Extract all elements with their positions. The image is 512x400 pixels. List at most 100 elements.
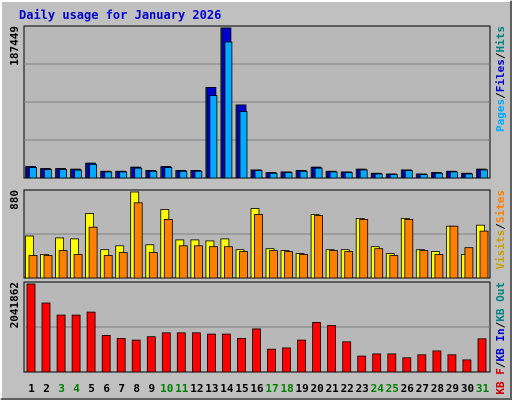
x-tick-label-day-7: 7 [118,382,125,395]
bar-requests-pages-day-28 [434,172,443,179]
bar-requests-pages-day-21 [329,171,338,179]
bar-visits-sites-day-17 [269,250,278,279]
x-tick-label-day-13: 13 [205,382,218,395]
legend-entry: / [494,52,507,59]
legend-traffic: KB F/KB In/KB Out [494,282,507,395]
bar-visits-sites-day-5 [88,226,98,279]
x-tick-label-day-8: 8 [133,382,140,395]
bar-visits-sites-day-24 [374,248,384,279]
legend-entry: Files [494,59,507,92]
bar-requests-pages-day-11 [179,170,188,179]
bar-visits-sites-day-29 [449,225,459,279]
bar-traffic-kb-f-day-3 [56,314,66,373]
chart-title: Daily usage for January 2026 [19,8,221,22]
x-tick-label-day-31: 31 [476,382,490,395]
x-tick-label-day-12: 12 [190,382,203,395]
legend-entry: Visits [494,230,507,270]
bar-requests-pages-day-10 [164,167,173,179]
bar-visits-sites-day-18 [284,251,293,279]
bar-traffic-kb-f-day-17 [267,348,276,373]
x-tick-label-day-17: 17 [265,382,278,395]
bar-visits-sites-day-21 [329,250,339,279]
bar-visits-sites-day-12 [193,245,203,279]
bar-visits-sites-day-11 [178,245,188,279]
bar-visits-sites-day-27 [419,250,429,279]
bar-traffic-kb-f-day-20 [312,321,322,373]
bar-traffic-kb-f-day-2 [41,302,51,373]
x-tick-label-day-4: 4 [73,382,80,395]
bar-requests-pages-day-23 [359,169,368,179]
y-tick-label-traffic: 2041862 [8,282,21,328]
bar-requests-pages-day-2 [44,169,52,179]
x-tick-label-day-15: 15 [235,382,248,395]
bar-traffic-kb-f-day-11 [176,332,186,373]
bar-requests-pages-day-4 [74,169,82,179]
bar-requests-pages-day-25 [389,174,398,179]
bar-traffic-kb-f-day-26 [402,357,412,373]
x-tick-label-day-3: 3 [58,382,65,395]
legend-entry: KB In [494,328,507,361]
legend-visits: Visits/Sites [494,190,507,270]
bar-visits-sites-day-19 [299,254,309,279]
bar-requests-pages-day-22 [344,172,353,179]
bar-requests-pages-day-26 [404,170,413,179]
bar-traffic-kb-f-day-10 [161,332,171,373]
bar-requests-pages-day-16 [254,170,263,179]
legend-entry: / [494,321,507,328]
x-tick-label-day-5: 5 [88,382,95,395]
bar-traffic-kb-f-day-29 [447,354,457,373]
bar-requests-pages-day-12 [194,170,203,179]
bar-traffic-kb-f-day-19 [297,339,307,373]
x-tick-label-day-22: 22 [341,382,354,395]
x-tick-label-day-19: 19 [295,382,308,395]
legend-entry: / [494,361,507,368]
bar-traffic-kb-f-day-15 [237,337,246,373]
x-tick-label-day-23: 23 [356,382,369,395]
bar-traffic-kb-f-day-30 [462,359,472,373]
x-tick-label-day-21: 21 [326,382,340,395]
bar-traffic-kb-f-day-22 [342,341,352,373]
bar-traffic-kb-f-day-23 [357,355,367,373]
x-tick-label-day-28: 28 [431,382,444,395]
bar-requests-pages-day-1 [29,167,37,179]
x-tick-label-day-11: 11 [175,382,189,395]
bar-visits-sites-day-4 [73,254,83,279]
panel-visits: 880 Visits/Sites [8,189,507,279]
legend-requests: Pages/Files/Hits [494,26,507,132]
bar-requests-pages-day-18 [284,172,293,179]
bar-visits-sites-day-8 [133,202,143,279]
bar-visits-sites-day-7 [118,252,128,279]
bar-requests-pages-day-17 [269,172,278,179]
x-tick-label-day-9: 9 [148,382,155,395]
legend-entry: / [494,92,507,99]
bar-visits-sites-day-14 [223,246,233,279]
y-tick-label-visits: 880 [8,190,21,210]
bar-traffic-kb-f-day-6 [101,334,111,373]
bar-visits-sites-day-28 [434,254,444,279]
bar-traffic-kb-f-day-13 [206,333,216,373]
bar-traffic-kb-f-day-31 [477,338,487,373]
x-tick-label-day-30: 30 [461,382,474,395]
bar-visits-sites-day-23 [359,218,369,279]
bar-visits-sites-day-31 [479,230,489,279]
legend-entry: Pages [494,99,507,132]
x-tick-label-day-6: 6 [103,382,110,395]
bar-requests-pages-day-6 [104,171,113,179]
bar-visits-sites-day-13 [208,246,218,279]
bar-visits-sites-day-20 [314,215,324,279]
bar-visits-sites-day-9 [148,252,158,279]
bar-requests-pages-day-5 [89,163,97,179]
x-tick-label-day-16: 16 [250,382,264,395]
bar-requests-pages-day-15 [239,111,248,179]
bar-visits-sites-day-16 [254,214,263,279]
bar-requests-pages-day-8 [134,167,143,179]
x-tick-label-day-26: 26 [401,382,415,395]
bar-traffic-kb-f-day-21 [327,325,337,373]
bar-traffic-kb-f-day-8 [131,339,141,373]
bar-requests-pages-day-20 [314,167,323,179]
bar-traffic-kb-f-day-24 [372,353,382,373]
bar-requests-pages-day-24 [374,173,383,179]
